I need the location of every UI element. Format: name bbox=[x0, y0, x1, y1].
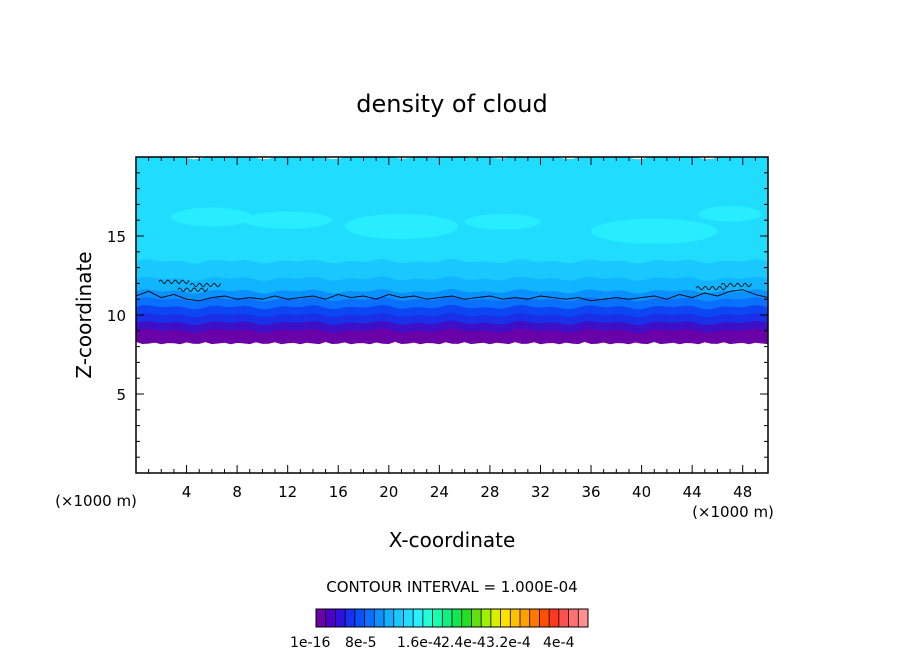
x-axis-label: X-coordinate bbox=[389, 528, 516, 552]
x-tick-label: 48 bbox=[733, 483, 752, 501]
colorbar-label: 2.4e-4 bbox=[441, 635, 486, 651]
colorbar-cell bbox=[461, 609, 472, 627]
chart-title: density of cloud bbox=[356, 90, 547, 118]
field-band-0 bbox=[136, 326, 768, 345]
colorbar-cell bbox=[558, 609, 569, 627]
x-unit-left: (×1000 m) bbox=[55, 492, 137, 510]
contour-interval-text: CONTOUR INTERVAL = 1.000E-04 bbox=[326, 578, 577, 596]
y-tick-label: 5 bbox=[116, 386, 126, 404]
colorbar-cell bbox=[520, 609, 531, 627]
colorbar-labels: 1e-16 8e-5 1.6e-4 2.4e-4 3.2e-4 4e-4 bbox=[290, 635, 575, 651]
wave-contour-1 bbox=[177, 287, 209, 293]
x-tick-label: 4 bbox=[182, 483, 192, 501]
colorbar-label: 1.6e-4 bbox=[397, 635, 442, 651]
colorbar-cell bbox=[393, 609, 404, 627]
x-tick-label: 20 bbox=[379, 483, 398, 501]
x-tick-label: 36 bbox=[581, 483, 600, 501]
colorbar-cell bbox=[442, 609, 453, 627]
cloud-patch-4 bbox=[591, 218, 718, 244]
colorbar-cell bbox=[471, 609, 482, 627]
colorbar-label: 1e-16 bbox=[290, 635, 330, 651]
wave-contour-3 bbox=[695, 285, 727, 291]
colorbar-cell bbox=[490, 609, 501, 627]
colorbar-cell bbox=[345, 609, 356, 627]
colorbar-cell bbox=[500, 609, 511, 627]
x-tick-label: 44 bbox=[683, 483, 702, 501]
colorbar-cell bbox=[452, 609, 463, 627]
colorbar-cell bbox=[539, 609, 550, 627]
colorbar-frame bbox=[315, 608, 589, 628]
colorbar-cell bbox=[374, 609, 385, 627]
x-tick-label: 32 bbox=[531, 483, 550, 501]
colorbar-cell bbox=[529, 609, 540, 627]
colorbar-cell bbox=[432, 609, 443, 627]
colorbar-cell bbox=[325, 609, 336, 627]
x-tick-label: 12 bbox=[278, 483, 297, 501]
colorbar bbox=[315, 608, 589, 628]
x-tick-label: 28 bbox=[480, 483, 499, 501]
x-tick-label: 24 bbox=[430, 483, 449, 501]
colorbar-cell bbox=[510, 609, 521, 627]
colorbar-cell bbox=[413, 609, 424, 627]
contour-line bbox=[136, 289, 768, 302]
cloud-patch-2 bbox=[344, 213, 459, 240]
colorbar-label: 8e-5 bbox=[345, 635, 376, 651]
colorbar-cell bbox=[549, 609, 560, 627]
cloud-patch-1 bbox=[243, 211, 332, 229]
wave-contour-0 bbox=[158, 279, 190, 285]
colorbar-cell bbox=[384, 609, 395, 627]
y-axis-label: Z-coordinate bbox=[72, 251, 96, 378]
x-tick-label: 8 bbox=[232, 483, 242, 501]
x-unit-right: (×1000 m) bbox=[692, 503, 774, 521]
colorbar-cell bbox=[568, 609, 579, 627]
colorbar-cell bbox=[578, 609, 589, 627]
wave-contour-2 bbox=[190, 282, 222, 288]
colorbar-label: 3.2e-4 bbox=[486, 635, 531, 651]
colorbar-cell bbox=[422, 609, 433, 627]
colorbar-cell bbox=[364, 609, 375, 627]
cloud-patch-0 bbox=[171, 207, 253, 227]
y-tick-label: 15 bbox=[107, 228, 126, 246]
colorbar-cell bbox=[335, 609, 346, 627]
y-tick-label: 10 bbox=[107, 307, 126, 325]
colorbar-cell bbox=[481, 609, 492, 627]
colorbar-cell bbox=[403, 609, 414, 627]
cloud-patch-3 bbox=[464, 213, 541, 230]
x-tick-label: 40 bbox=[632, 483, 651, 501]
plot-area bbox=[136, 157, 768, 473]
field-band-7 bbox=[136, 257, 768, 281]
field-band-6 bbox=[136, 274, 768, 294]
colorbar-cell bbox=[354, 609, 365, 627]
x-tick-label: 16 bbox=[329, 483, 348, 501]
colorbar-label: 4e-4 bbox=[543, 635, 575, 651]
wave-contour-4 bbox=[720, 282, 752, 288]
cloud-patch-5 bbox=[698, 205, 762, 222]
colorbar-cell bbox=[316, 609, 327, 627]
